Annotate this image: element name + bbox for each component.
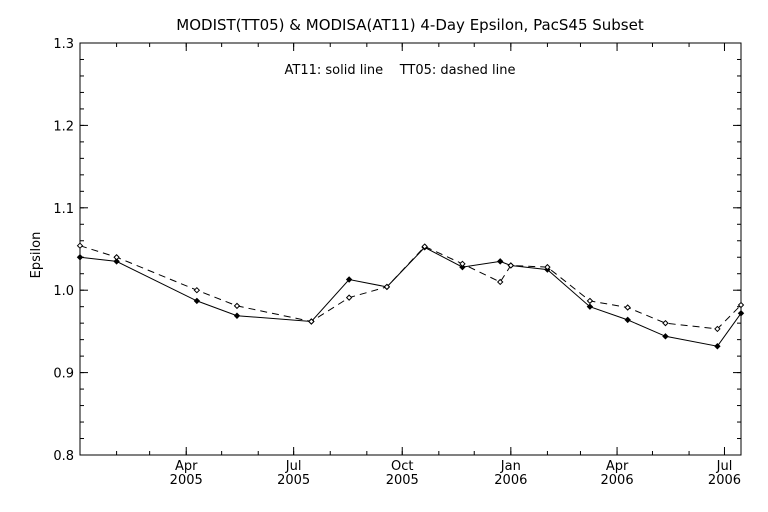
- x-tick-label-month: Apr: [606, 459, 629, 474]
- data-point-tt05: [714, 325, 721, 333]
- data-point-tt05: [496, 278, 504, 286]
- data-point-tt05: [544, 263, 551, 271]
- data-point-tt05: [308, 318, 315, 325]
- data-point-tt05: [345, 294, 353, 301]
- plot-frame: [79, 42, 742, 456]
- data-point-tt05: [507, 262, 515, 269]
- data-point-at11: [662, 333, 669, 340]
- y-tick-label: 1.1: [53, 202, 74, 217]
- chart-title: MODIST(TT05) & MODISA(AT11) 4-Day Epsilo…: [176, 16, 644, 34]
- series-annotation: AT11: solid line TT05: dashed line: [285, 63, 516, 78]
- x-tick-label-year: 2005: [170, 473, 203, 488]
- data-point-at11: [459, 263, 466, 271]
- data-point-tt05: [76, 242, 84, 249]
- data-point-tt05: [113, 254, 120, 261]
- series-line-tt05: [79, 245, 742, 330]
- data-point-tt05: [233, 302, 241, 310]
- y-tick-label: 0.9: [53, 367, 74, 382]
- data-point-at11: [345, 276, 353, 283]
- data-point-at11: [714, 343, 721, 350]
- x-tick-label-month: Jul: [716, 459, 733, 474]
- data-point-at11: [496, 258, 504, 265]
- x-tick-label-year: 2006: [601, 473, 634, 488]
- y-tick-label: 1.0: [53, 284, 74, 299]
- data-point-tt05: [624, 304, 631, 311]
- x-tick-label-month: Oct: [391, 459, 413, 474]
- data-point-at11: [113, 258, 120, 265]
- x-tick-label-year: 2005: [386, 473, 419, 488]
- data-point-tt05: [586, 297, 594, 305]
- data-point-at11: [193, 297, 201, 305]
- series-layer: [76, 242, 745, 350]
- data-point-at11: [76, 254, 84, 261]
- data-point-tt05: [737, 301, 745, 309]
- y-tick-label: 1.2: [53, 119, 74, 134]
- y-axis: 0.8 0.9 1.0 1.1 1.2 1.3: [53, 37, 741, 464]
- x-axis: Apr2005Jul2005Oct2005Jan2006Apr2006Jul20…: [79, 43, 741, 488]
- data-point-at11: [586, 303, 594, 310]
- y-tick-label: 0.8: [53, 449, 74, 464]
- data-point-at11: [624, 316, 631, 324]
- data-point-tt05: [421, 243, 428, 250]
- x-tick-label-month: Jul: [285, 459, 302, 474]
- x-tick-label-year: 2006: [494, 473, 527, 488]
- data-point-tt05: [193, 286, 201, 294]
- x-tick-label-month: Apr: [175, 459, 198, 474]
- data-point-tt05: [662, 319, 669, 327]
- data-point-tt05: [383, 283, 391, 291]
- data-point-at11: [737, 310, 745, 317]
- y-axis-label: Epsilon: [29, 232, 44, 279]
- y-tick-label: 1.3: [53, 37, 74, 52]
- x-tick-label-month: Jan: [500, 459, 521, 474]
- data-point-at11: [233, 312, 241, 319]
- x-tick-label-year: 2005: [277, 473, 310, 488]
- x-tick-label-year: 2006: [708, 473, 741, 488]
- data-point-tt05: [459, 260, 466, 268]
